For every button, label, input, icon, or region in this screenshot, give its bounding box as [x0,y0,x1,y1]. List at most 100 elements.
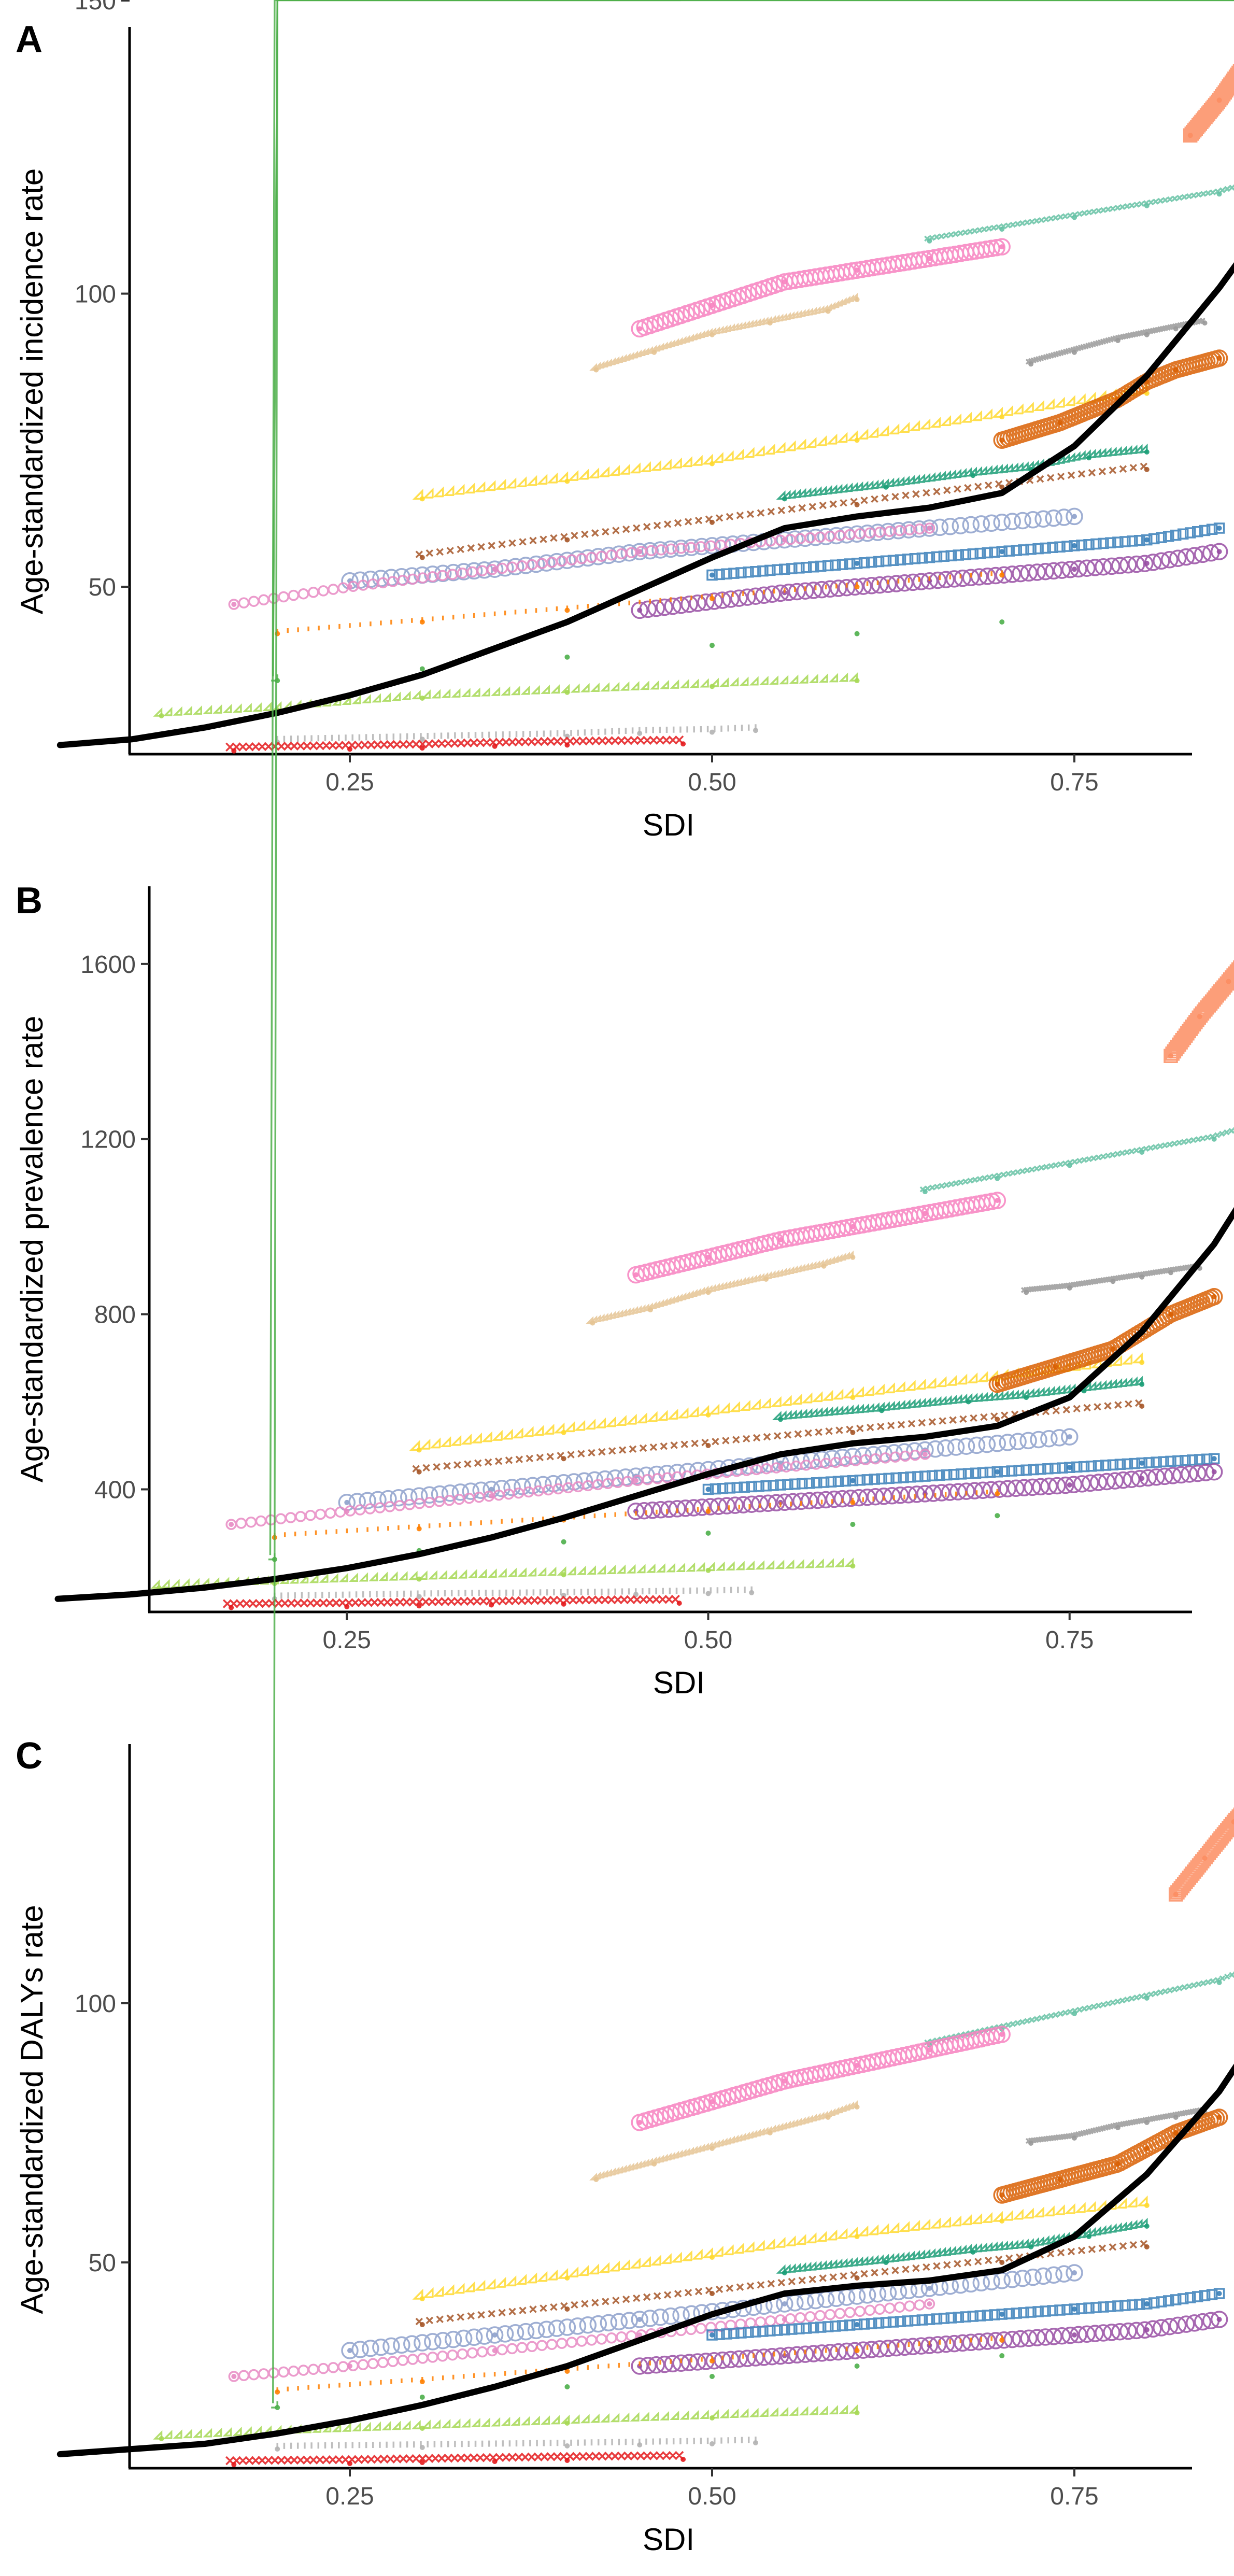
data-point [710,572,715,578]
data-point [879,1408,885,1413]
country-series-s7 [586,1250,856,1326]
data-point [1072,2135,1077,2141]
data-point [854,2348,860,2353]
y-tick-label: 400 [94,1476,136,1504]
country-series-s7 [589,292,860,373]
data-point [1067,1465,1072,1470]
series-marker-trail [919,1127,1234,1193]
data-point [564,537,570,543]
country-series-s1 [919,1127,1234,1195]
data-point [710,729,715,735]
y-axis-title: Age-standardized DALYs rate [15,1905,49,2314]
panel-letter-a: A [16,19,42,60]
country-series-s7 [589,2100,860,2182]
data-point [1211,1136,1217,1142]
data-point [1115,338,1120,343]
data-point [416,1594,422,1600]
x-tick-label: 0.75 [1045,1626,1094,1654]
data-point [710,303,715,308]
data-point [854,2104,860,2110]
data-point [1216,1980,1222,1985]
country-series-s2 [1183,63,1234,143]
data-point [1024,1395,1029,1400]
ticks-layer: 0.25 0.50 0.75 50 100 [75,1990,1099,2510]
panel-b: B 0.25 0.50 0.75 400 800 1200 1600 SDI Age-sta… [15,0,1234,1700]
y-tick-label: 50 [89,2249,116,2277]
series-marker-trail [627,1192,1006,1284]
data-point [347,584,352,590]
data-point [1216,191,1222,197]
data-point [710,332,715,337]
data-point [637,2332,643,2338]
expected-value-fit-line [56,2063,1234,2457]
y-tick-label: 150 [75,0,116,15]
data-point [850,1395,856,1400]
data-point [419,2379,425,2384]
series-marker-trail [415,462,1148,558]
data-point [710,2374,715,2379]
data-point [705,1254,711,1260]
data-point [1216,2115,1222,2120]
data-point [231,2374,237,2379]
country-series-layer [150,0,1234,1610]
country-series-s4 [228,522,935,610]
data-point [710,2099,715,2104]
data-point [492,2459,498,2464]
data-point [275,2389,280,2395]
data-point [419,2426,425,2431]
data-point [1173,1892,1179,1897]
series-marker-trail [415,2240,1148,2326]
series-marker-trail [1164,960,1234,1063]
series-marker-trail [276,724,757,742]
data-point [1211,1294,1217,1299]
data-point [651,2161,657,2167]
data-point [344,1508,350,1514]
data-point [1086,2234,1091,2239]
data-point [1216,2317,1222,2322]
country-series-s10 [706,522,1225,581]
data-point [999,244,1005,250]
data-point [1216,356,1222,361]
country-series-s18 [993,349,1228,449]
data-point [922,1211,928,1216]
data-point [231,602,237,607]
data-point [1028,2244,1034,2249]
data-point [676,1601,682,1606]
data-point [854,2234,860,2239]
data-point [854,2275,860,2281]
data-point [633,1272,639,1278]
data-point [1144,560,1150,566]
data-point [927,2301,932,2306]
data-point [344,1499,350,1505]
data-point [710,519,715,525]
series-marker-trail [706,522,1225,581]
data-point [1144,2203,1150,2208]
y-tick-label: 50 [89,574,116,601]
data-point [1211,1469,1217,1475]
ticks-layer: 0.25 0.50 0.75 50 100 150 [75,0,1099,796]
data-point [763,1277,769,1282]
data-point [1144,2224,1150,2229]
data-point [778,1237,783,1242]
data-point [229,1522,234,1527]
data-point [705,1487,711,1492]
data-point [1231,1819,1234,1824]
series-marker-trail [776,443,1148,500]
data-point [593,367,599,373]
data-point [710,2255,715,2260]
data-point [850,1254,856,1260]
country-series-layer [153,0,1234,2467]
data-point [999,414,1005,420]
data-point [1110,1347,1116,1352]
data-point [999,549,1005,555]
data-point [231,748,237,754]
data-point [419,737,425,742]
data-point [782,496,787,502]
data-point [275,2405,280,2410]
x-tick-label: 0.75 [1050,2483,1098,2510]
data-point [854,502,860,507]
data-point [564,742,570,748]
data-point [999,437,1005,443]
country-series-s9 [225,735,686,754]
data-point [1144,2327,1150,2332]
